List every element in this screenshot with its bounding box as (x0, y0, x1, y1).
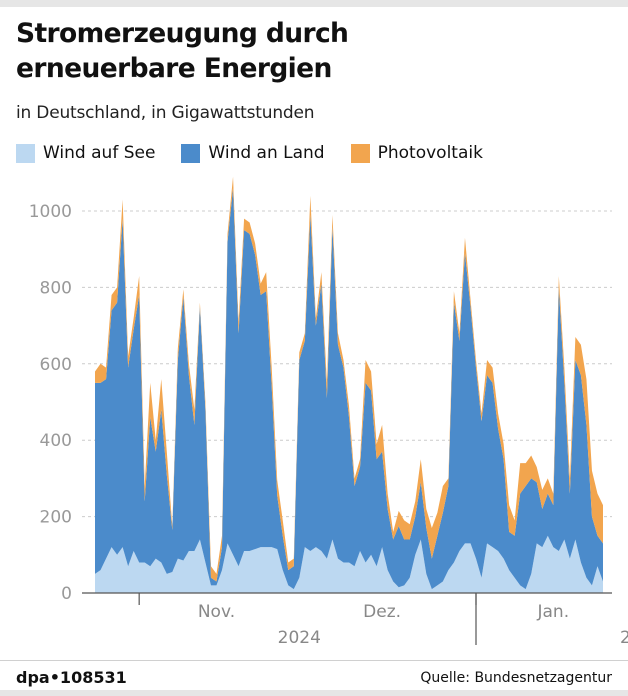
legend-swatch-wind-an-land (181, 143, 201, 163)
legend-label-photovoltaik: Photovoltaik (377, 143, 483, 163)
top-border (0, 0, 628, 7)
legend-item-wind-auf-see: Wind auf See (16, 143, 155, 163)
chart-title-line2: erneuerbare Energien (16, 53, 332, 84)
legend-swatch-photovoltaik (350, 143, 370, 163)
x-tick-label-dez: Dez. (363, 602, 401, 622)
y-tick-label-800: 800 (40, 278, 72, 298)
source-note: Quelle: Bundesnetzagentur (420, 670, 612, 686)
bottom-border (0, 690, 628, 696)
stacked-area-chart: 02004006008001000Nov.Dez.Jan.Feb.2024202… (29, 176, 628, 648)
footer-divider (0, 660, 628, 661)
dpa-graphic-id: dpa•108531 (16, 668, 127, 687)
legend-item-photovoltaik: Photovoltaik (350, 143, 483, 163)
series-wind-auf-see (95, 535, 603, 593)
chart-title: Stromerzeugung durch erneuerbare Energie… (16, 16, 616, 86)
legend: Wind auf See Wind an Land Photovoltaik (16, 143, 509, 163)
y-tick-label-600: 600 (40, 355, 72, 375)
y-tick-label-0: 0 (61, 584, 72, 604)
y-tick-label-200: 200 (40, 508, 72, 528)
year-label-2024: 2024 (278, 628, 321, 648)
legend-item-wind-an-land: Wind an Land (181, 143, 325, 163)
chart-subtitle: in Deutschland, in Gigawattstunden (16, 103, 315, 123)
legend-label-wind-auf-see: Wind auf See (43, 143, 156, 163)
y-tick-label-400: 400 (40, 431, 72, 451)
x-tick-label-jan: Jan. (536, 602, 569, 622)
legend-swatch-wind-auf-see (16, 143, 35, 163)
series-wind-an-land (95, 188, 603, 590)
x-tick-label-nov: Nov. (198, 602, 235, 622)
year-label-2025: 2025 (620, 628, 628, 648)
legend-label-wind-an-land: Wind an Land (208, 143, 325, 163)
chart-title-line1: Stromerzeugung durch (16, 18, 349, 49)
y-tick-label-1000: 1000 (29, 202, 72, 222)
